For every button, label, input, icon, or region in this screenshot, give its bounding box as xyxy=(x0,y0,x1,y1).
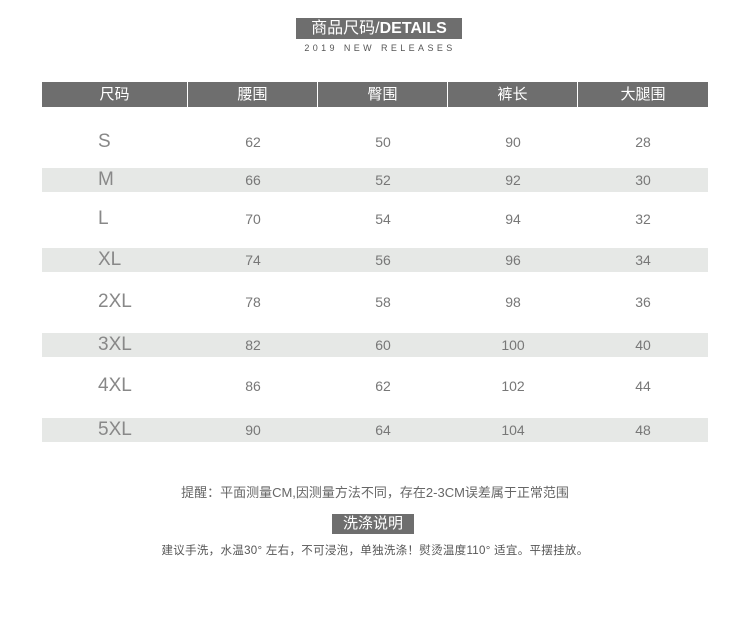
size-cell: L xyxy=(98,208,109,229)
value-cell: 90 xyxy=(505,134,521,150)
value-cell: 32 xyxy=(635,211,651,227)
value-cell: 96 xyxy=(505,252,521,268)
size-cell: 4XL xyxy=(98,375,132,396)
value-cell: 102 xyxy=(501,378,525,394)
column-header-waist: 腰围 xyxy=(188,82,318,107)
value-cell: 50 xyxy=(375,134,391,150)
value-cell: 98 xyxy=(505,294,521,310)
table-row: L 70 54 94 32 xyxy=(42,207,708,231)
value-cell: 34 xyxy=(635,252,651,268)
size-cell: 2XL xyxy=(98,291,132,312)
size-cell: M xyxy=(98,169,114,190)
washing-instructions: 建议手洗，水温30° 左右，不可浸泡，单独洗涤！熨烫温度110° 适宜。平摆挂放… xyxy=(161,545,589,557)
title-cn: 商品尺码/ xyxy=(311,20,380,37)
size-cell: S xyxy=(98,131,111,152)
column-header-size: 尺码 xyxy=(42,82,188,107)
table-row: S 62 50 90 28 xyxy=(42,130,708,154)
value-cell: 66 xyxy=(245,172,261,188)
value-cell: 52 xyxy=(375,172,391,188)
value-cell: 86 xyxy=(245,378,261,394)
value-cell: 60 xyxy=(375,337,391,353)
value-cell: 78 xyxy=(245,294,261,310)
value-cell: 100 xyxy=(501,337,525,353)
subtitle: 2019 NEW RELEASES xyxy=(304,43,456,53)
column-header-length: 裤长 xyxy=(448,82,578,107)
title-en: DETAILS xyxy=(379,20,447,37)
column-header-hip: 臀围 xyxy=(318,82,448,107)
value-cell: 62 xyxy=(245,134,261,150)
column-header-thigh: 大腿围 xyxy=(620,86,666,103)
value-cell: 64 xyxy=(375,422,391,438)
table-header: 尺码 腰围 臀围 裤长 大腿围 xyxy=(42,82,708,107)
value-cell: 104 xyxy=(501,422,525,438)
table-row: 3XL 82 60 100 40 xyxy=(42,333,708,357)
value-cell: 30 xyxy=(635,172,651,188)
value-cell: 90 xyxy=(245,422,261,438)
page-title: 商品尺码/DETAILS xyxy=(296,18,462,39)
value-cell: 28 xyxy=(635,134,651,150)
table-row: M 66 52 92 30 xyxy=(42,168,708,192)
value-cell: 48 xyxy=(635,422,651,438)
value-cell: 36 xyxy=(635,294,651,310)
table-row: 2XL 78 58 98 36 xyxy=(42,290,708,314)
value-cell: 70 xyxy=(245,211,261,227)
washing-title: 洗涤说明 xyxy=(332,514,414,534)
measurement-note: 提醒：平面测量CM,因测量方法不同，存在2-3CM误差属于正常范围 xyxy=(181,485,569,500)
value-cell: 40 xyxy=(635,337,651,353)
table-row: 5XL 90 64 104 48 xyxy=(42,418,708,442)
value-cell: 94 xyxy=(505,211,521,227)
value-cell: 44 xyxy=(635,378,651,394)
value-cell: 58 xyxy=(375,294,391,310)
value-cell: 56 xyxy=(375,252,391,268)
size-cell: 3XL xyxy=(98,334,132,355)
value-cell: 54 xyxy=(375,211,391,227)
table-row: XL 74 56 96 34 xyxy=(42,248,708,272)
size-cell: XL xyxy=(98,249,122,270)
value-cell: 74 xyxy=(245,252,261,268)
table-row: 4XL 86 62 102 44 xyxy=(42,374,708,398)
value-cell: 82 xyxy=(245,337,261,353)
size-cell: 5XL xyxy=(98,419,132,440)
value-cell: 92 xyxy=(505,172,521,188)
value-cell: 62 xyxy=(375,378,391,394)
